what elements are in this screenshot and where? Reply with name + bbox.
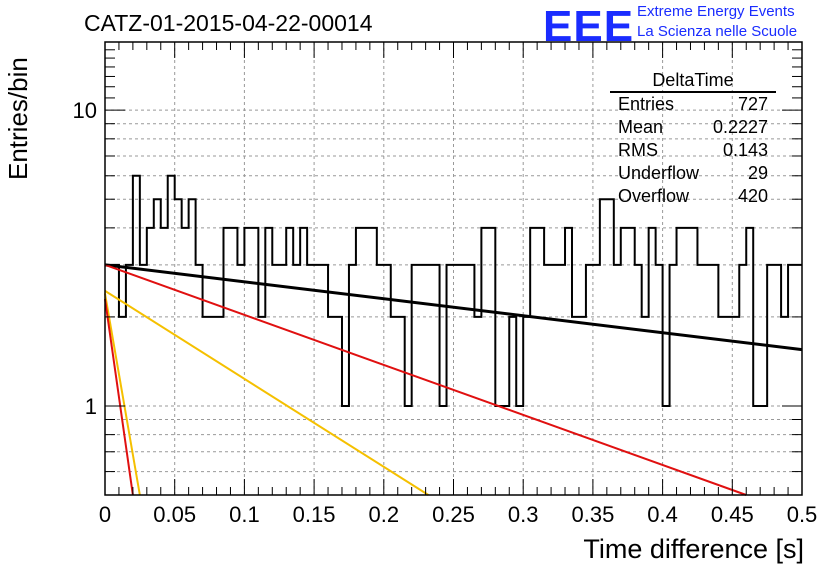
- stats-title: DeltaTime: [610, 70, 776, 93]
- stats-label: Entries: [618, 94, 675, 114]
- stats-value: 0.2227: [712, 117, 768, 137]
- stats-label: RMS: [618, 140, 658, 160]
- stats-value: 727: [737, 94, 768, 114]
- x-tick-label: 0.25: [432, 502, 475, 527]
- stats-row-mean: Mean 0.2227: [610, 116, 776, 139]
- stats-row-entries: Entries 727: [610, 93, 776, 116]
- stats-value: 420: [737, 186, 768, 206]
- stats-value: 29: [747, 163, 768, 183]
- x-tick-label: 0.15: [293, 502, 336, 527]
- eee-logo: EEE: [543, 2, 635, 51]
- fit-curve: [104, 298, 134, 496]
- x-tick-label: 0.1: [229, 502, 260, 527]
- stats-label: Underflow: [618, 163, 700, 183]
- fit-curve: [104, 263, 747, 496]
- x-tick-label: 0.2: [369, 502, 400, 527]
- fit-curve: [104, 293, 141, 496]
- org-name-line1: Extreme Energy Events: [637, 3, 795, 20]
- fit-curve: [104, 289, 429, 496]
- stats-label: Mean: [618, 117, 664, 137]
- stats-row-underflow: Underflow 29: [610, 162, 776, 185]
- histogram-outline: [105, 174, 802, 407]
- x-tick-label: 0: [99, 502, 111, 527]
- y-tick-label: 10: [73, 98, 97, 123]
- x-tick-label: 0.05: [153, 502, 196, 527]
- stats-box: DeltaTime Entries 727 Mean 0.2227 RMS 0.143…: [610, 70, 776, 208]
- stats-row-rms: RMS 0.143: [610, 139, 776, 162]
- stats-label: Overflow: [618, 186, 690, 206]
- fit-curve: [104, 263, 803, 352]
- x-tick-label: 0.5: [787, 502, 818, 527]
- x-tick-label: 0.45: [711, 502, 754, 527]
- stats-row-overflow: Overflow 420: [610, 185, 776, 208]
- y-tick-label: 1: [85, 394, 97, 419]
- x-tick-label: 0.4: [647, 502, 678, 527]
- y-axis-label: Entries/bin: [3, 57, 33, 180]
- x-tick-label: 0.35: [571, 502, 614, 527]
- chart-title: CATZ-01-2015-04-22-00014: [84, 10, 373, 36]
- x-axis-label: Time difference [s]: [583, 534, 804, 564]
- x-tick-label: 0.3: [508, 502, 539, 527]
- stats-value: 0.143: [722, 140, 768, 160]
- org-name-line2: La Scienza nelle Scuole: [637, 23, 798, 40]
